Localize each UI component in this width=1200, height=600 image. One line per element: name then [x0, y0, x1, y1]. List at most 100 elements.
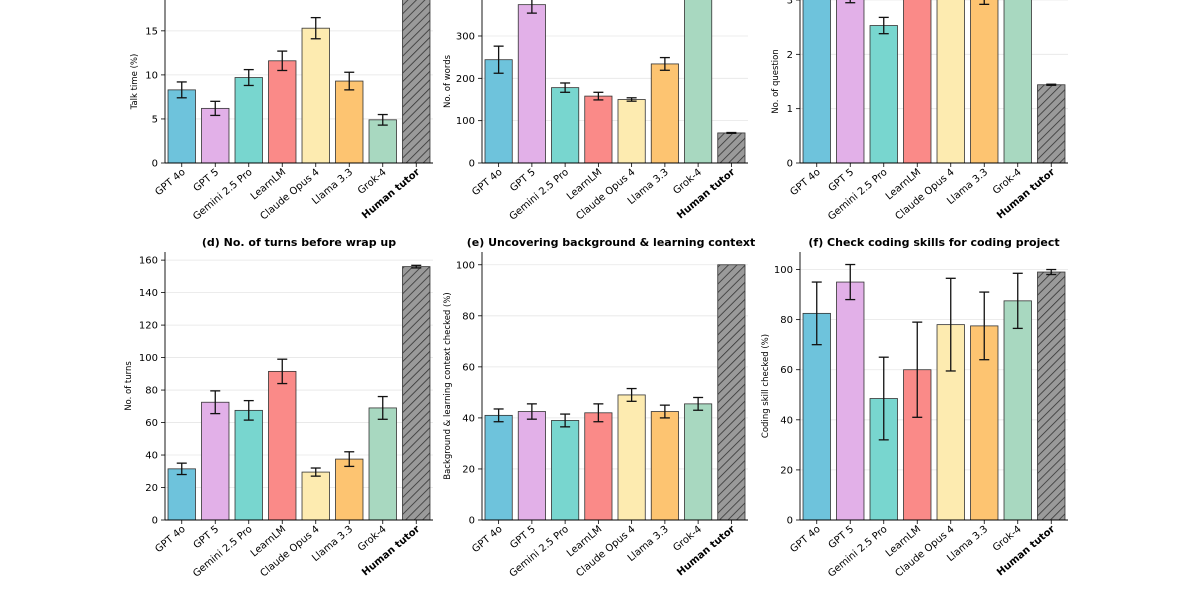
category-label: GPT 4o — [470, 167, 504, 198]
bar-gpt-5 — [517, 411, 546, 521]
category-label: Claude Opus 4 — [574, 524, 637, 579]
y-tick-label: 300 — [456, 31, 475, 42]
category-label: GPT 5 — [827, 167, 857, 194]
category-label: GPT 4o — [153, 167, 187, 198]
bar-llama-3-3 — [335, 80, 364, 164]
y-tick-label: 5 — [152, 114, 158, 125]
bar-claude-opus-4 — [301, 27, 330, 164]
bar-human-tutor — [1037, 271, 1066, 521]
category-label: GPT 5 — [508, 524, 538, 551]
bar-llama-3-3 — [335, 458, 364, 521]
bar-gemini-2-5-pro — [234, 77, 263, 164]
y-axis-label: No. of words — [443, 54, 453, 108]
bar-human-tutor — [717, 264, 746, 521]
category-label: GPT 4o — [153, 524, 187, 555]
category-label: Human tutor — [675, 167, 737, 222]
y-tick-label: 80 — [462, 311, 475, 322]
category-label: Gemini 2.5 Pro — [826, 167, 890, 223]
bar-claude-opus-4 — [936, 0, 965, 164]
category-label: Gemini 2.5 Pro — [191, 167, 255, 223]
y-axis-label: Coding skill checked (%) — [761, 334, 771, 438]
y-tick-label: 40 — [462, 413, 475, 424]
bar-grok-4 — [684, 403, 713, 521]
bar-llama-3-3 — [650, 63, 679, 164]
y-tick-label: 15 — [145, 26, 158, 37]
bar-grok-4 — [684, 0, 713, 164]
bar-learnlm — [584, 412, 613, 521]
bar-learnlm — [268, 60, 297, 164]
y-tick-label: 1 — [787, 104, 793, 115]
category-label: GPT 5 — [192, 524, 222, 551]
bar-human-tutor — [717, 132, 746, 164]
category-label: Claude Opus 4 — [259, 167, 322, 222]
bar-human-tutor — [402, 0, 431, 164]
bar-gemini-2-5-pro — [234, 409, 263, 521]
y-tick-label: 120 — [139, 321, 158, 332]
chart-title: (e) Uncovering background & learning con… — [467, 236, 756, 249]
bar-gpt-5 — [201, 107, 230, 164]
bar-grok-4 — [368, 407, 397, 521]
y-tick-label: 60 — [780, 365, 793, 376]
bar-gemini-2-5-pro — [869, 25, 898, 164]
y-tick-label: 40 — [780, 415, 793, 426]
category-label: Gemini 2.5 Pro — [508, 524, 572, 580]
y-tick-label: 20 — [780, 465, 793, 476]
bar-gpt-5 — [517, 4, 546, 164]
category-label: Human tutor — [675, 524, 737, 579]
category-label: GPT 4o — [470, 524, 504, 555]
bar-claude-opus-4 — [617, 99, 646, 164]
bar-gpt-4o — [484, 414, 513, 521]
category-label: Gemini 2.5 Pro — [191, 524, 255, 580]
y-tick-label: 0 — [152, 516, 158, 527]
bar-human-tutor — [1037, 84, 1066, 164]
bar-grok-4 — [1003, 0, 1032, 164]
category-label: Human tutor — [360, 524, 422, 579]
bar-human-tutor — [402, 266, 431, 521]
y-tick-label: 140 — [139, 288, 158, 299]
y-tick-label: 3 — [787, 0, 793, 7]
chart-title: (d) No. of turns before wrap up — [202, 236, 396, 249]
y-tick-label: 100 — [456, 260, 475, 271]
bar-gpt-4o — [484, 59, 513, 164]
y-tick-label: 2 — [787, 50, 793, 61]
category-label: Gemini 2.5 Pro — [826, 524, 890, 580]
category-label: GPT 5 — [508, 167, 538, 194]
y-tick-label: 10 — [145, 70, 158, 81]
bar-learnlm — [903, 0, 932, 164]
y-tick-label: 60 — [462, 362, 475, 373]
category-label: Human tutor — [995, 167, 1057, 222]
y-tick-label: 160 — [139, 256, 158, 267]
bar-claude-opus-4 — [301, 471, 330, 521]
category-label: GPT 4o — [788, 167, 822, 198]
y-tick-label: 100 — [456, 116, 475, 127]
bar-gpt-5 — [836, 281, 865, 521]
y-tick-label: 0 — [787, 159, 793, 170]
bar-learnlm — [584, 95, 613, 164]
category-label: GPT 5 — [192, 167, 222, 194]
y-tick-label: 0 — [469, 159, 475, 170]
y-tick-label: 40 — [145, 451, 158, 462]
y-tick-label: 0 — [469, 516, 475, 527]
y-tick-label: 0 — [152, 159, 158, 170]
bar-learnlm — [903, 369, 932, 521]
y-tick-label: 100 — [774, 265, 793, 276]
bar-gpt-4o — [167, 89, 196, 164]
category-label: Claude Opus 4 — [574, 167, 637, 222]
y-tick-label: 60 — [145, 418, 158, 429]
bar-grok-4 — [1003, 300, 1032, 521]
y-tick-label: 20 — [145, 483, 158, 494]
bar-gpt-4o — [167, 468, 196, 521]
bar-llama-3-3 — [970, 0, 999, 164]
category-label: Claude Opus 4 — [894, 167, 957, 222]
y-tick-label: 80 — [145, 386, 158, 397]
category-label: Claude Opus 4 — [894, 524, 957, 579]
chart-title: (f) Check coding skills for coding proje… — [808, 236, 1059, 249]
y-axis-label: Talk time (%) — [130, 54, 140, 111]
bar-gemini-2-5-pro — [551, 420, 580, 521]
bar-llama-3-3 — [650, 411, 679, 521]
bar-grok-4 — [368, 119, 397, 164]
